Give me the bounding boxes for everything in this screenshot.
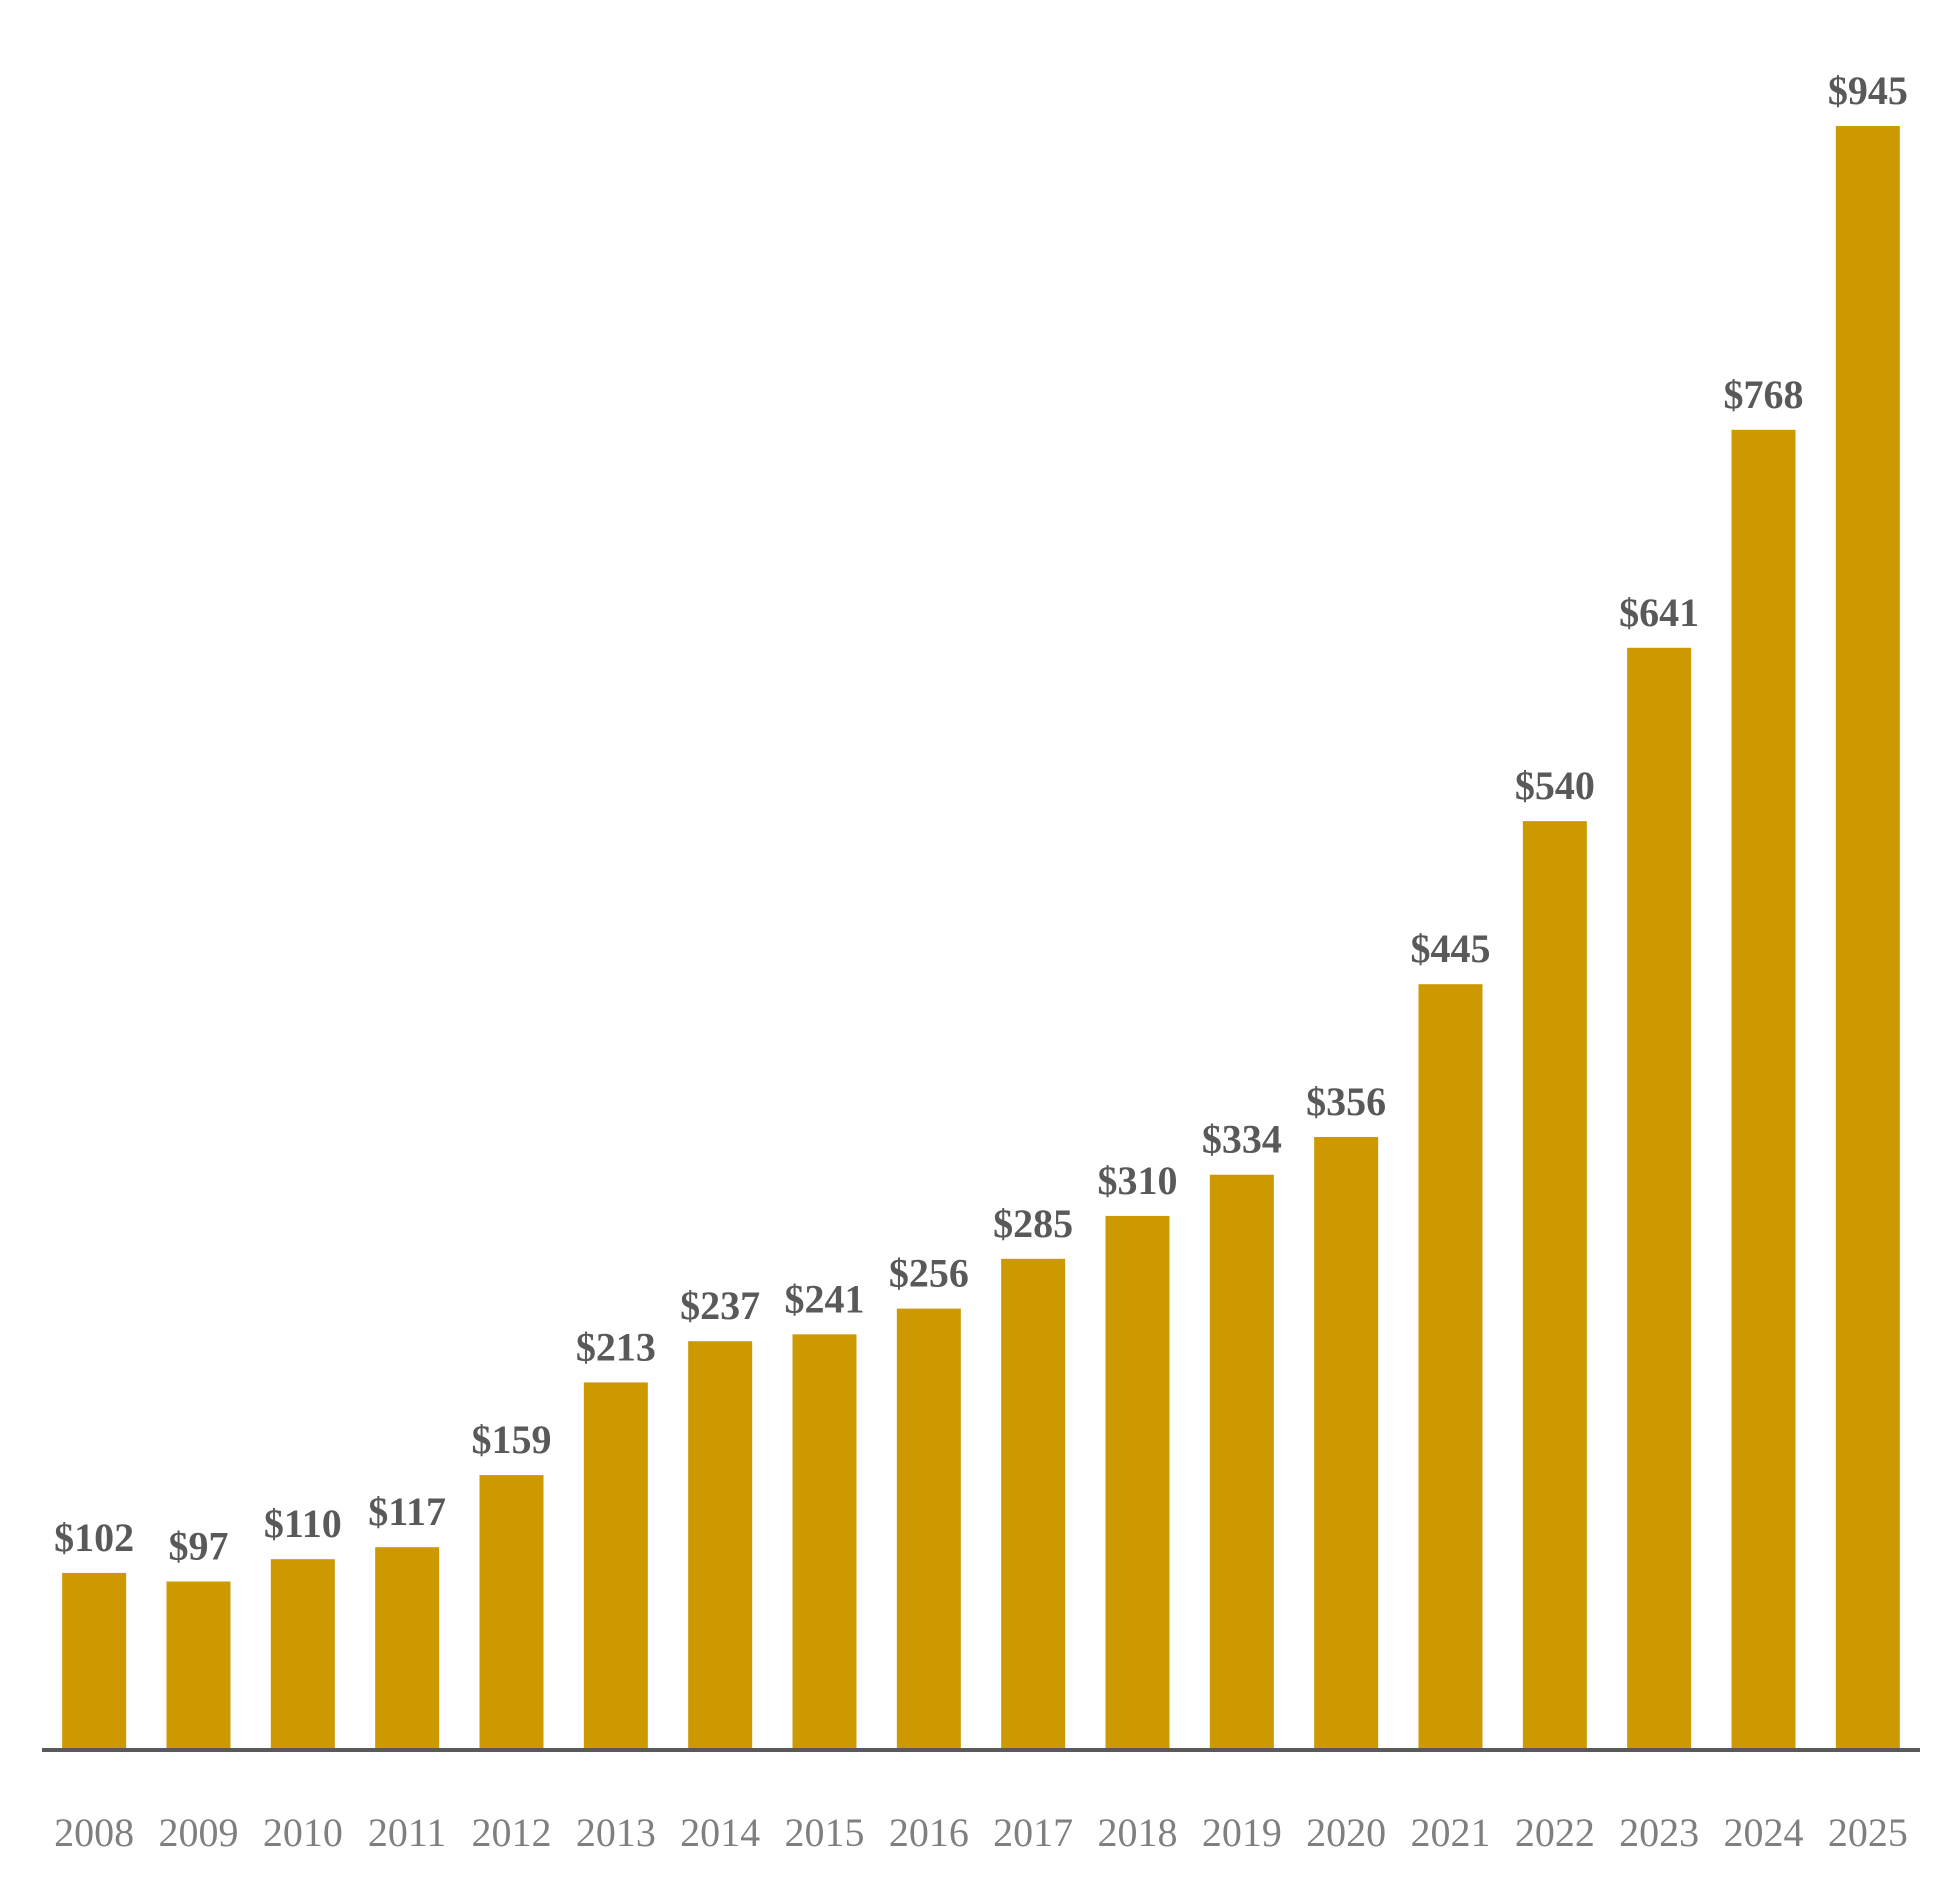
- value-label-2018: $310: [1098, 1158, 1178, 1203]
- bar-2019: [1209, 1174, 1274, 1748]
- value-label-2008: $102: [54, 1515, 134, 1560]
- x-tick-label-2025: 2025: [1828, 1810, 1908, 1855]
- bar-2020: [1314, 1136, 1379, 1748]
- bars-group: [62, 126, 1900, 1748]
- x-tick-label-2021: 2021: [1411, 1810, 1491, 1855]
- x-tick-label-2009: 2009: [159, 1810, 239, 1855]
- value-label-2020: $356: [1306, 1079, 1386, 1124]
- value-label-2021: $445: [1411, 926, 1491, 971]
- value-label-2024: $768: [1724, 372, 1804, 417]
- x-tick-label-2019: 2019: [1202, 1810, 1282, 1855]
- x-tick-label-2018: 2018: [1098, 1810, 1178, 1855]
- bar-2009: [166, 1581, 231, 1748]
- bar-2010: [270, 1559, 335, 1748]
- value-label-2022: $540: [1515, 763, 1595, 808]
- value-label-2016: $256: [889, 1251, 969, 1296]
- x-tick-label-2015: 2015: [785, 1810, 865, 1855]
- value-label-2023: $641: [1619, 590, 1699, 635]
- bar-2015: [792, 1334, 857, 1748]
- bar-2017: [1001, 1258, 1066, 1748]
- x-tick-label-2017: 2017: [993, 1810, 1073, 1855]
- x-tick-label-2022: 2022: [1515, 1810, 1595, 1855]
- bar-2024: [1731, 429, 1796, 1748]
- value-label-2019: $334: [1202, 1117, 1282, 1162]
- bar-2022: [1522, 821, 1587, 1748]
- value-label-2025: $945: [1828, 68, 1908, 113]
- value-label-2017: $285: [993, 1201, 1073, 1246]
- bar-2011: [375, 1547, 440, 1748]
- x-tick-label-2012: 2012: [472, 1810, 552, 1855]
- x-tick-label-2014: 2014: [680, 1810, 760, 1855]
- bar-2013: [583, 1382, 648, 1748]
- value-label-2013: $213: [576, 1324, 656, 1369]
- bar-2012: [479, 1475, 544, 1748]
- value-label-2009: $97: [169, 1524, 229, 1569]
- x-tick-label-2013: 2013: [576, 1810, 656, 1855]
- bar-2018: [1105, 1215, 1170, 1748]
- value-label-2011: $117: [368, 1489, 446, 1534]
- value-label-2010: $110: [264, 1501, 342, 1546]
- bar-2023: [1627, 647, 1692, 1748]
- x-tick-label-2011: 2011: [368, 1810, 447, 1855]
- bar-2014: [688, 1341, 753, 1748]
- x-tick-label-2020: 2020: [1306, 1810, 1386, 1855]
- value-label-2012: $159: [472, 1417, 552, 1462]
- value-label-2014: $237: [680, 1283, 760, 1328]
- bar-2021: [1418, 984, 1483, 1748]
- x-tick-label-2023: 2023: [1619, 1810, 1699, 1855]
- value-labels-group: $102 $97 $110 $117 $159 $213 $237 $241 $256 $285 $…: [54, 68, 1908, 1569]
- x-tick-label-2016: 2016: [889, 1810, 969, 1855]
- value-label-2015: $241: [785, 1276, 865, 1321]
- x-tick-label-2024: 2024: [1724, 1810, 1804, 1855]
- bar-2016: [896, 1308, 961, 1748]
- x-tick-label-2010: 2010: [263, 1810, 343, 1855]
- x-tick-labels-group: 2008 2009 2010 2011 2012 2013 2014 2015 2016 2017…: [54, 1810, 1908, 1855]
- bar-2025: [1835, 126, 1900, 1748]
- bar-2008: [62, 1572, 127, 1748]
- x-tick-label-2008: 2008: [54, 1810, 134, 1855]
